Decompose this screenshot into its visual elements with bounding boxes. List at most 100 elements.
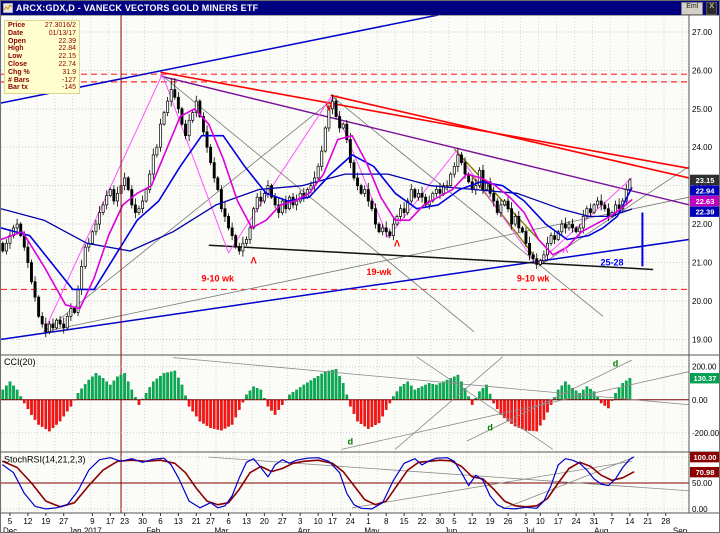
trendline-purple-down [160, 75, 689, 206]
svg-text:22.39: 22.39 [696, 208, 715, 217]
svg-text:5: 5 [452, 517, 457, 526]
stoch-fast-line [2, 456, 635, 510]
svg-text:27: 27 [206, 517, 215, 526]
price-gridlines [1, 31, 689, 340]
chart-canvas[interactable]: V Λ Λ Λ 9-10 wk 19-wk 9-10 wk 25-28 d d d 27.00 26.0… [1, 15, 720, 533]
info-value: 22.84 [58, 45, 76, 53]
svg-text:5: 5 [8, 517, 13, 526]
svg-text:130.37: 130.37 [694, 374, 717, 383]
annotation: Λ [562, 245, 568, 255]
price-tag [690, 174, 719, 186]
candlestick-series [1, 78, 632, 338]
cci-value-tag [690, 373, 719, 384]
svg-text:Dec: Dec [3, 527, 17, 533]
info-value: 27.3016/2 [44, 22, 76, 29]
trendline-olive-channel-lower [469, 173, 536, 258]
trendline-olive-channel-upper [453, 148, 547, 248]
svg-text:3: 3 [524, 517, 529, 526]
titlebar-email-button[interactable]: Eml [681, 1, 704, 15]
info-row: Bar tx -145 [8, 84, 76, 92]
main-panel: V Λ Λ Λ 9-10 wk 19-wk 9-10 wk 25-28 [1, 15, 689, 341]
svg-text:14: 14 [625, 517, 634, 526]
trendline-gray-down-2 [330, 95, 604, 317]
titlebar-close-button[interactable]: X [706, 1, 717, 15]
annotation: 25-28 [600, 258, 623, 268]
svg-text:22.63: 22.63 [696, 197, 715, 206]
info-label: Date [8, 29, 24, 37]
svg-text:19.00: 19.00 [692, 335, 713, 344]
svg-text:7: 7 [610, 517, 615, 526]
svg-text:25.00: 25.00 [692, 105, 713, 114]
info-label: Chg % [8, 68, 30, 76]
info-row: Close 22.74 [8, 61, 76, 69]
svg-text:0.00: 0.00 [692, 505, 708, 514]
svg-text:17: 17 [328, 517, 337, 526]
trendline-black-neckline [208, 244, 654, 271]
svg-text:12: 12 [23, 517, 32, 526]
info-value: 22.74 [58, 60, 76, 68]
cci-trendline [341, 371, 689, 450]
info-row: Chg % 31.9 [8, 69, 76, 77]
svg-text:50.00: 50.00 [692, 479, 713, 488]
info-label: Close [8, 60, 28, 68]
info-row: Low 22.15 [8, 53, 76, 61]
info-value: -127 [61, 76, 76, 84]
price-tag [690, 195, 719, 207]
cci-label: CCI(20) [4, 357, 36, 367]
annotation: Λ [251, 255, 257, 265]
cci-divergence-label: d [487, 422, 493, 432]
titlebar[interactable]: ARCX:GDX,D - VANECK VECTORS GOLD MINERS … [1, 1, 719, 15]
info-value: -145 [61, 84, 76, 92]
svg-text:15: 15 [400, 517, 409, 526]
trendline-gray-fan-2 [43, 196, 689, 333]
svg-text:22.94: 22.94 [696, 186, 716, 195]
svg-text:May: May [364, 527, 379, 533]
annotation: V [326, 103, 333, 114]
svg-text:-200.00: -200.00 [692, 429, 720, 438]
info-label: High [8, 45, 24, 53]
svg-text:8: 8 [384, 517, 389, 526]
info-row: Date 01/13/17 [8, 30, 76, 38]
info-value: 31.9 [62, 68, 76, 76]
svg-text:Apr: Apr [298, 527, 311, 533]
svg-text:3: 3 [298, 517, 303, 526]
annotation: 19-wk [367, 267, 393, 277]
svg-text:13: 13 [242, 517, 251, 526]
annotation: 9-10 wk [517, 274, 551, 284]
ma-magenta [1, 108, 633, 310]
stochrsi-panel [1, 456, 689, 510]
svg-text:26: 26 [504, 517, 513, 526]
svg-text:22.00: 22.00 [692, 220, 713, 229]
trendline-blue-lower-channel [1, 238, 689, 341]
info-row: # Bars -127 [8, 77, 76, 85]
svg-text:Aug: Aug [594, 527, 608, 533]
cci-trendline [416, 356, 554, 450]
svg-text:Jul: Jul [524, 527, 534, 533]
svg-text:13: 13 [174, 517, 183, 526]
svg-text:23: 23 [120, 517, 129, 526]
cci-trendline [466, 359, 632, 442]
svg-text:17: 17 [554, 517, 563, 526]
info-value: 22.39 [58, 37, 76, 45]
window-title: ARCX:GDX,D - VANECK VECTORS GOLD MINERS … [16, 3, 259, 13]
info-label: # Bars [8, 76, 30, 84]
svg-text:26.00: 26.00 [692, 66, 713, 75]
svg-text:27.00: 27.00 [692, 28, 713, 37]
info-label: Bar tx [8, 84, 28, 92]
ma-blue-slow [1, 173, 633, 252]
svg-text:10: 10 [314, 517, 323, 526]
time-axis[interactable]: 5 12 19 27 9 17 23 30 6 13 21 27 6 13 20 27 3 10 17 24 1 8 15 2… [3, 513, 688, 533]
info-label: Open [8, 37, 26, 45]
price-axis[interactable]: 27.0026.0025.0024.0023.0022.0021.0020.00… [690, 28, 720, 514]
svg-text:20: 20 [260, 517, 269, 526]
info-value: 22.15 [58, 53, 76, 61]
info-row: Price 27.3016/2 [8, 22, 76, 30]
trendline-gray-fan-1 [43, 95, 339, 333]
cci-trendline [394, 356, 503, 450]
svg-text:10: 10 [536, 517, 545, 526]
info-value: 01/13/17 [48, 29, 76, 37]
cci-panel: d d d [1, 356, 689, 450]
svg-text:22: 22 [418, 517, 427, 526]
stoch-trendline [502, 457, 632, 510]
